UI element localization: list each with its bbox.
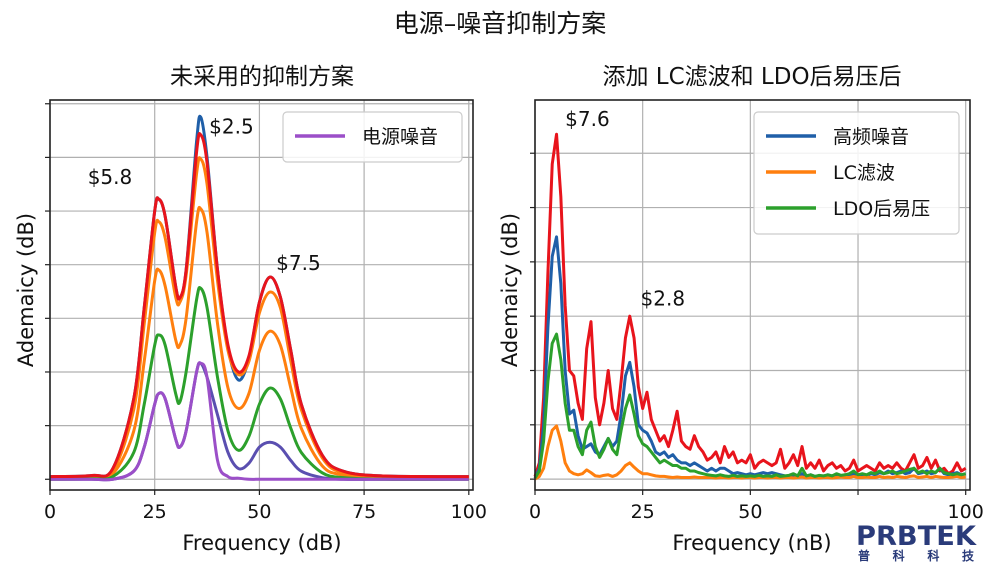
- legend-label: 高频噪音: [833, 126, 909, 148]
- series-line: [49, 205, 469, 480]
- peak-annotation: $2.5: [209, 114, 254, 138]
- y-axis-label: Ademaicy (dB): [14, 213, 38, 367]
- legend-label: LDO后易压: [833, 198, 930, 220]
- x-tick-label: 0: [44, 501, 56, 523]
- logo: PRBTEK 普 科 科 技: [856, 521, 977, 563]
- axis-ticks: 0 25 50 100: [529, 152, 984, 523]
- legend-box: [753, 111, 960, 235]
- peak-annotation: $7.6: [565, 107, 610, 131]
- chart-right: 添加 LC滤波和 LDO后易压后 0 25 50 100 Frequency (nB)…: [498, 64, 984, 555]
- x-tick-label: 100: [451, 501, 487, 523]
- plot-lines: [533, 132, 967, 481]
- x-tick-label: 25: [631, 501, 655, 523]
- series-line: [533, 332, 967, 479]
- series-line: [49, 132, 469, 479]
- x-axis-label: Frequency (nB): [672, 531, 831, 555]
- legend-label: 电源噪音: [362, 126, 438, 148]
- legend-box: [282, 111, 463, 163]
- series-line: [534, 424, 966, 481]
- x-tick-label: 25: [143, 501, 167, 523]
- x-tick-label: 75: [352, 501, 376, 523]
- plot-frame: [534, 99, 971, 491]
- plot-lines: [49, 114, 469, 482]
- annotations: $7.6 $2.8: [565, 107, 685, 310]
- y-axis-label: Ademaicy (dB): [498, 213, 522, 367]
- series-line: [49, 361, 469, 482]
- peak-annotation: $5.8: [88, 165, 133, 189]
- legend-label: LC滤波: [833, 162, 895, 184]
- series-line: [49, 156, 469, 480]
- x-tick-label: 50: [247, 501, 271, 523]
- chart-title: 添加 LC滤波和 LDO后易压后: [602, 64, 901, 90]
- figure-title: 电源–噪音抑制方案: [394, 9, 607, 38]
- x-tick-label: 0: [529, 501, 541, 523]
- axis-ticks: 0 25 50 75 100: [44, 103, 487, 523]
- peak-annotation: $7.5: [276, 251, 321, 275]
- series-line: [49, 286, 469, 481]
- annotations: $5.8 $2.5 $7.5: [88, 114, 321, 275]
- chart-left: 未采用的抑制方案 0 25 50 75 100 Frequency (dB) Adema…: [14, 64, 487, 555]
- chart-title: 未采用的抑制方案: [170, 64, 354, 90]
- plot-frame: [49, 99, 474, 491]
- legend: 高频噪音 LC滤波 LDO后易压: [753, 111, 960, 235]
- x-axis-label: Frequency (dB): [182, 531, 341, 555]
- legend: 电源噪音: [282, 111, 463, 163]
- x-tick-label: 50: [738, 501, 762, 523]
- logo-text: PRBTEK: [856, 521, 977, 552]
- x-tick-label: 100: [948, 501, 984, 523]
- peak-annotation: $2.8: [641, 286, 686, 310]
- series-line: [533, 132, 967, 477]
